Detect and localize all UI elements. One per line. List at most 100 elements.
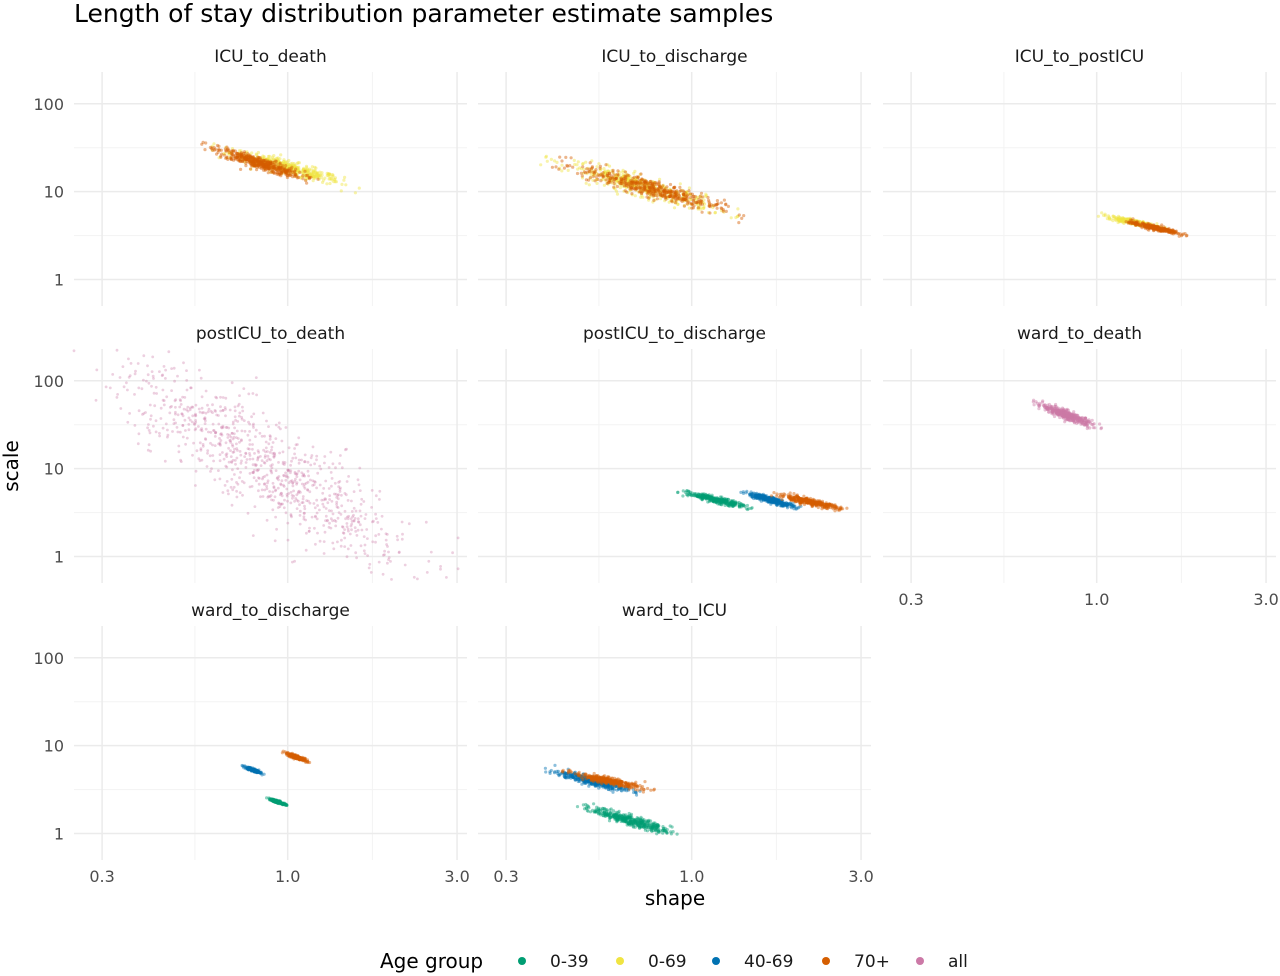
point-70+ xyxy=(685,202,689,206)
point-0-69 xyxy=(276,161,280,165)
point-70+ xyxy=(652,187,656,192)
point-all xyxy=(247,392,251,396)
point-70+ xyxy=(241,159,245,164)
point-70+ xyxy=(279,165,283,169)
point-all xyxy=(238,440,241,444)
point-all xyxy=(298,509,302,513)
point-70+ xyxy=(223,147,227,151)
point-all xyxy=(354,530,358,533)
point-all xyxy=(274,437,278,440)
point-0-69 xyxy=(290,166,294,170)
point-all xyxy=(1047,402,1051,407)
point-0-69 xyxy=(631,183,636,187)
point-70+ xyxy=(241,159,245,163)
point-all xyxy=(324,514,328,518)
point-70+ xyxy=(225,145,229,149)
point-0-69 xyxy=(644,185,649,190)
point-0-69 xyxy=(617,173,622,177)
point-0-69 xyxy=(621,168,625,172)
point-all xyxy=(137,409,141,413)
point-70+ xyxy=(796,498,800,502)
point-0-69 xyxy=(658,177,662,181)
point-0-69 xyxy=(704,192,708,196)
point-all xyxy=(322,540,326,543)
point-70+ xyxy=(262,163,267,167)
point-0-69 xyxy=(292,164,297,169)
point-all xyxy=(172,366,176,370)
point-all xyxy=(286,521,290,525)
point-0-69 xyxy=(613,175,617,179)
point-all xyxy=(262,482,266,486)
point-all xyxy=(456,536,460,540)
point-0-69 xyxy=(239,154,243,158)
point-0-69 xyxy=(316,174,320,178)
point-all xyxy=(333,481,337,485)
point-all xyxy=(152,377,155,380)
point-70+ xyxy=(217,144,221,148)
point-70+ xyxy=(692,197,696,201)
point-all xyxy=(400,520,404,524)
point-all xyxy=(218,441,222,445)
point-0-69 xyxy=(630,181,634,185)
point-all xyxy=(303,460,306,464)
point-0-69 xyxy=(643,187,647,191)
point-0-69 xyxy=(292,163,296,167)
point-all xyxy=(185,379,189,382)
point-70+ xyxy=(237,158,241,162)
point-70+ xyxy=(286,173,290,177)
point-0-69 xyxy=(261,159,265,163)
point-all xyxy=(229,439,232,443)
point-0-69 xyxy=(331,173,335,177)
point-0-69 xyxy=(287,166,291,170)
point-70+ xyxy=(265,166,269,170)
point-0-69 xyxy=(283,165,287,169)
point-all xyxy=(445,576,448,579)
point-70+ xyxy=(661,191,665,195)
point-70+ xyxy=(248,161,252,166)
point-70+ xyxy=(266,160,270,164)
point-70+ xyxy=(238,152,242,156)
point-0-69 xyxy=(663,192,667,196)
point-0-69 xyxy=(646,189,650,193)
point-70+ xyxy=(639,187,643,191)
point-0-69 xyxy=(282,165,286,169)
point-70+ xyxy=(259,162,263,166)
point-0-69 xyxy=(645,190,650,194)
point-70+ xyxy=(266,164,270,169)
point-all xyxy=(241,409,245,413)
point-0-69 xyxy=(657,188,661,192)
point-70+ xyxy=(258,162,262,166)
point-70+ xyxy=(291,170,295,174)
point-0-69 xyxy=(277,160,281,164)
point-all xyxy=(315,458,318,462)
point-70+ xyxy=(260,161,264,165)
point-0-69 xyxy=(289,162,293,166)
point-all xyxy=(324,507,328,510)
point-0-69 xyxy=(695,197,699,201)
point-70+ xyxy=(239,154,243,158)
point-70+ xyxy=(287,167,291,171)
point-70+ xyxy=(239,152,243,156)
point-0-69 xyxy=(320,173,324,177)
point-0-69 xyxy=(290,165,295,169)
point-0-69 xyxy=(275,162,279,166)
point-0-69 xyxy=(284,165,288,169)
point-0-69 xyxy=(645,189,650,193)
point-all xyxy=(319,467,323,471)
point-70+ xyxy=(565,163,569,168)
point-all xyxy=(231,451,235,454)
point-all xyxy=(235,495,239,499)
point-70+ xyxy=(607,180,611,185)
point-70+ xyxy=(257,165,262,170)
point-0-69 xyxy=(667,200,671,204)
point-0-69 xyxy=(253,157,257,161)
point-all xyxy=(248,443,252,446)
point-0-69 xyxy=(258,157,262,161)
point-0-69 xyxy=(684,190,689,194)
point-all xyxy=(366,537,369,540)
point-0-69 xyxy=(301,168,306,172)
point-all xyxy=(137,432,141,436)
point-0-69 xyxy=(304,178,308,182)
point-0-69 xyxy=(597,162,601,166)
point-0-69 xyxy=(294,166,298,170)
